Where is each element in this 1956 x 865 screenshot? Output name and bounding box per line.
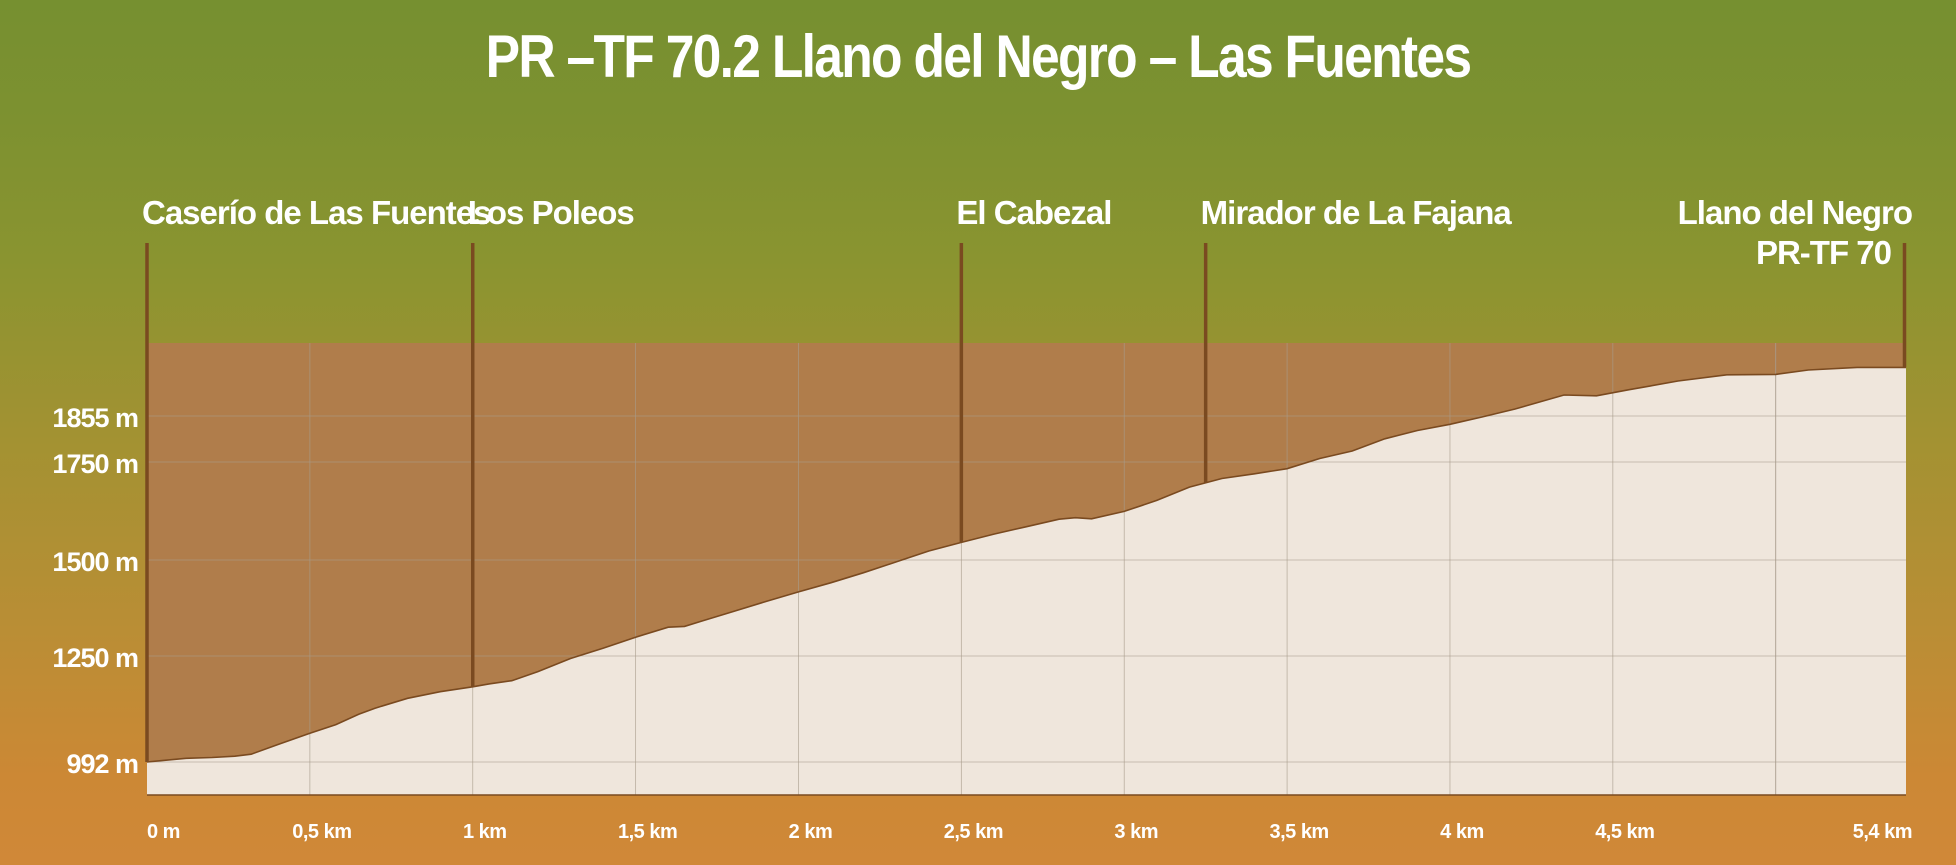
x-tick-label: 2,5 km (944, 821, 1003, 843)
elevation-line (146, 366, 1906, 763)
waypoint-label: El Cabezal (956, 194, 1111, 231)
y-tick-label: 1855 m (52, 403, 138, 433)
x-tick-label: 3 km (1114, 821, 1158, 843)
x-tick-label: 0 m (147, 821, 180, 843)
waypoint-label: Llano del Negro (1678, 194, 1912, 231)
waypoint-label-secondary: PR-TF 70 (1756, 234, 1891, 271)
chart-title: PR –TF 70.2 Llano del Negro – Las Fuente… (485, 23, 1472, 90)
waypoint-label: Mirador de La Fajana (1201, 194, 1513, 231)
y-tick-label: 1250 m (52, 643, 138, 673)
x-tick-label: 4 km (1440, 821, 1484, 843)
x-tick-label: 1 km (463, 821, 507, 843)
elevation-area (147, 367, 1906, 795)
x-tick-label: 3,5 km (1269, 821, 1328, 843)
x-tick-label: 2 km (789, 821, 833, 843)
y-tick-label: 1500 m (52, 547, 138, 577)
y-tick-label: 1750 m (52, 449, 138, 479)
x-tick-label: 0,5 km (292, 821, 351, 843)
x-tick-label: 5,4 km (1853, 821, 1912, 843)
y-tick-label: 992 m (66, 749, 138, 779)
x-tick-label: 4,5 km (1595, 821, 1654, 843)
waypoint-label: Caserío de Las Fuentes (142, 194, 490, 231)
waypoint-label: Los Poleos (468, 194, 634, 231)
x-tick-label: 1,5 km (618, 821, 677, 843)
